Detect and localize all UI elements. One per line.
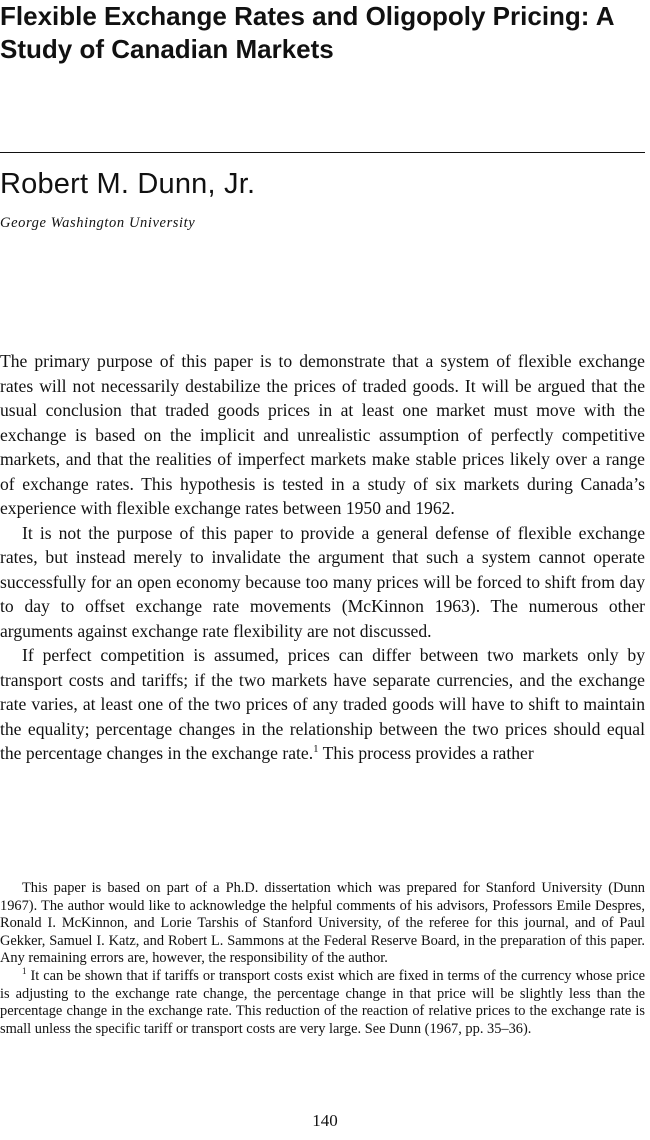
acknowledgment-note: This paper is based on part of a Ph.D. d… (0, 880, 645, 967)
paragraph-text: If perfect competition is assumed, price… (0, 645, 645, 763)
footnotes: This paper is based on part of a Ph.D. d… (0, 880, 645, 1038)
article-title: Flexible Exchange Rates and Oligopoly Pr… (0, 1, 614, 64)
paragraph: If perfect competition is assumed, price… (0, 643, 645, 766)
title-rule (0, 152, 645, 153)
footnote-reference: 1 (313, 743, 319, 756)
paragraph: It is not the purpose of this paper to p… (0, 522, 645, 641)
paragraph: The primary purpose of this paper is to … (0, 351, 645, 518)
paragraph-text: This process provides a rather (318, 743, 534, 763)
author-name: Robert M. Dunn, Jr. (0, 168, 256, 200)
author-affiliation: George Washington University (0, 215, 196, 231)
footnote-marker: 1 (22, 966, 27, 977)
body-text: The primary purpose of this paper is to … (0, 349, 645, 766)
page-number: 140 (312, 1111, 338, 1130)
footnote-1: 1 It can be shown that if tariffs or tra… (0, 966, 645, 1038)
footnote-text: It can be shown that if tariffs or trans… (0, 967, 645, 1037)
